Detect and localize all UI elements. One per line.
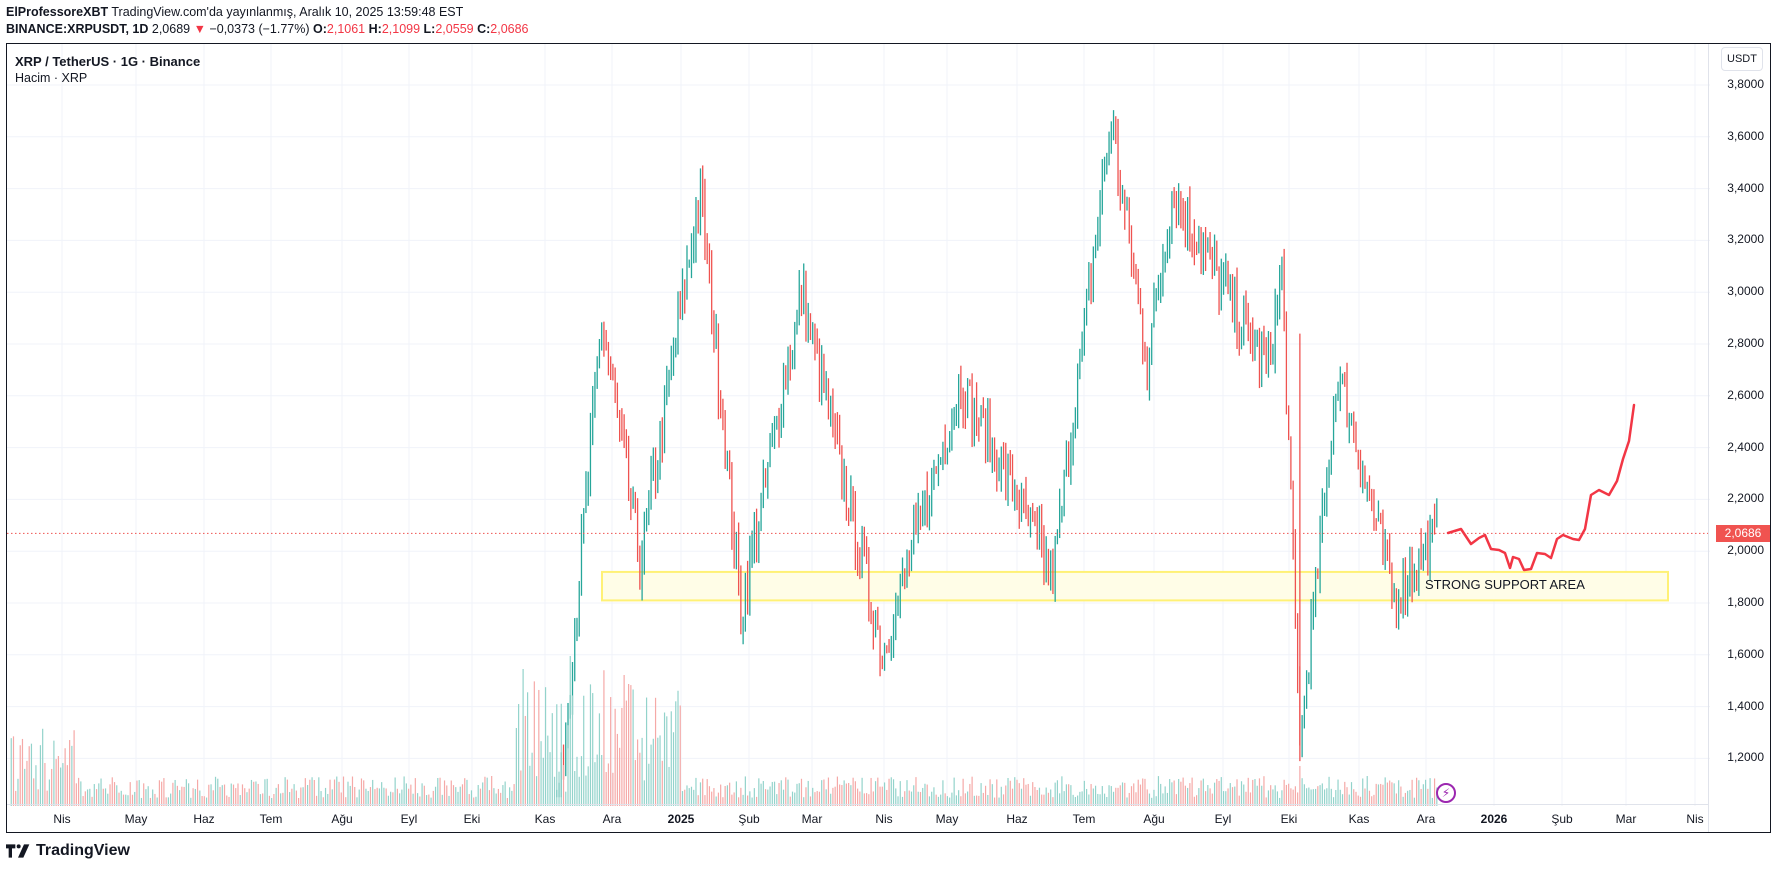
high-value: 2,1099 <box>381 22 421 36</box>
time-tick-label: Ara <box>1416 812 1436 826</box>
time-tick-label: Nis <box>1686 812 1704 826</box>
time-tick-label: Haz <box>1006 812 1028 826</box>
price-plot[interactable] <box>7 44 1772 834</box>
time-tick-label: Şub <box>738 812 760 826</box>
price-axis[interactable]: USDT 2,0686 3,8000 3,6000 3,4000 3,2000 3,00… <box>1708 44 1770 832</box>
publish-date: TradingView.com'da yayınlanmış, Aralık 1… <box>111 5 464 19</box>
time-tick-label: May <box>124 812 148 826</box>
time-tick-label: Ara <box>602 812 622 826</box>
close-label: C: <box>477 22 491 36</box>
legend-volume: Hacim · XRP <box>15 71 88 85</box>
price-tick-label: 3,8000 <box>1727 77 1764 91</box>
time-axis[interactable]: Nis May Haz Tem Ağu Eyl Eki Kas Ara 2025 Şub Mar Nis… <box>7 804 1708 832</box>
time-tick-label: 2026 <box>1480 812 1508 826</box>
publish-info: ElProfessoreXBT TradingView.com'da yayın… <box>6 5 463 19</box>
open-label: O: <box>313 22 327 36</box>
price-tick-label: 3,0000 <box>1727 284 1764 299</box>
time-tick-label: Haz <box>193 812 215 826</box>
close-value: 2,0686 <box>490 22 529 36</box>
current-price-label: 2,0686 <box>1716 525 1770 543</box>
price-tick-label: 2,2000 <box>1727 491 1764 506</box>
brand-name: TradingView <box>36 842 130 859</box>
legend-title: XRP / TetherUS · 1G · Binance <box>15 54 201 69</box>
last-price: 2,0689 <box>151 22 191 36</box>
price-tick-label: 1,6000 <box>1727 646 1764 661</box>
time-tick-label: Nis <box>875 812 893 826</box>
price-tick-label: 2,8000 <box>1727 336 1764 350</box>
low-value: 2,0559 <box>435 22 474 36</box>
price-tick-label: 1,4000 <box>1727 698 1764 713</box>
support-zone-rect <box>601 570 1669 602</box>
lightning-event-icon[interactable]: ⚡ <box>1436 783 1456 803</box>
price-tick-label: 3,4000 <box>1727 180 1764 195</box>
price-tick-label: 2,4000 <box>1727 439 1764 454</box>
time-tick-label: Ağu <box>331 812 353 826</box>
projection-path <box>1446 403 1636 572</box>
time-tick-label: Tem <box>259 812 283 826</box>
low-label: L: <box>423 22 436 36</box>
author-name[interactable]: ElProfessoreXBT <box>6 5 109 19</box>
time-tick-label: Mar <box>1615 812 1637 826</box>
price-tick-label: 3,2000 <box>1727 232 1764 247</box>
price-tick-label: 2,6000 <box>1727 387 1764 402</box>
time-tick-label: Ağu <box>1143 812 1165 826</box>
symbol-name: BINANCE:XRPUSDT, 1D <box>6 22 149 36</box>
time-tick-label: Şub <box>1551 812 1573 826</box>
time-tick-label: Kas <box>534 812 556 826</box>
time-tick-label: Eki <box>463 812 481 826</box>
down-arrow-icon: ▼ <box>193 22 206 36</box>
price-tick-label: 3,6000 <box>1727 128 1764 143</box>
price-change: −0,0373 (−1.77%) <box>209 22 310 36</box>
time-tick-label: 2025 <box>667 812 695 826</box>
chart-legend: XRP / TetherUS · 1G · Binance Hacim · XR… <box>15 53 200 87</box>
time-tick-label: Eyl <box>1214 812 1232 826</box>
chart-frame[interactable]: XRP / TetherUS · 1G · Binance Hacim · XR… <box>6 43 1771 833</box>
time-tick-label: Tem <box>1072 812 1096 826</box>
price-tick-label: 1,2000 <box>1727 750 1764 765</box>
time-tick-label: Eyl <box>400 812 418 826</box>
tradingview-logo-icon <box>6 844 30 858</box>
time-tick-label: Mar <box>801 812 823 826</box>
symbol-info: BINANCE:XRPUSDT, 1D 2,0689 ▼ −0,0373 (−1… <box>6 22 529 36</box>
time-tick-label: Kas <box>1348 812 1370 826</box>
time-tick-label: Nis <box>53 812 71 826</box>
high-label: H: <box>368 22 382 36</box>
support-area-label: STRONG SUPPORT AREA <box>1425 577 1585 592</box>
time-tick-label: May <box>935 812 959 826</box>
currency-button[interactable]: USDT <box>1721 47 1763 71</box>
price-tick-label: 2,0000 <box>1727 543 1764 558</box>
time-tick-label: Eki <box>1280 812 1298 826</box>
open-value: 2,1061 <box>326 22 366 36</box>
price-tick-label: 1,8000 <box>1727 595 1764 609</box>
tradingview-logo[interactable]: TradingView <box>6 842 130 860</box>
